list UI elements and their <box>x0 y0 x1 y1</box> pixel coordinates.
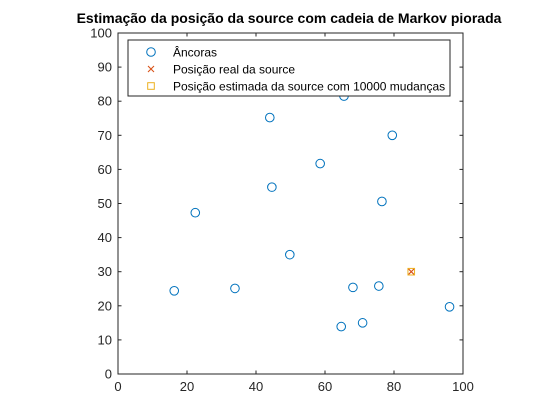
series-0-point <box>348 282 358 293</box>
series-0-point <box>444 302 455 312</box>
series-0-point <box>285 249 295 260</box>
y-tick-label: 50 <box>98 196 112 211</box>
legend-marker-1 <box>147 65 155 73</box>
chart-title: Estimação da posição da source com cadei… <box>77 10 502 26</box>
y-tick-label: 10 <box>98 332 112 347</box>
y-tick-label: 40 <box>98 230 112 245</box>
legend-label-1: Posição real da source <box>173 63 295 77</box>
series-0-point <box>357 318 368 328</box>
series-0-point <box>190 207 201 218</box>
x-tick-label: 40 <box>249 379 263 394</box>
axes-box <box>117 32 464 375</box>
series-0-point <box>377 196 387 207</box>
x-tick-label: 20 <box>180 379 194 394</box>
legend: Âncoras Posição real da source Posição est… <box>127 39 451 97</box>
legend-marker-2 <box>147 82 155 90</box>
y-tick-label: 90 <box>98 60 112 75</box>
y-tick-label: 100 <box>90 26 112 41</box>
y-tick-label: 70 <box>98 128 112 143</box>
series-1-point <box>407 268 415 276</box>
legend-label-0: Âncoras <box>173 45 217 60</box>
y-tick-label: 80 <box>98 94 112 109</box>
series-0-point <box>374 281 384 291</box>
y-tick-label: 30 <box>98 264 112 279</box>
axis-ticks: 0 20 40 60 80 100 0 10 20 30 40 50 60 70 80 90 100 <box>90 26 474 395</box>
y-tick-label: 0 <box>105 367 112 382</box>
series-0-point <box>267 182 277 192</box>
legend-label-2: Posição estimada da source com 10000 mud… <box>173 80 445 94</box>
series-0-point <box>315 158 325 169</box>
series-0-point <box>230 283 240 294</box>
series-0-point <box>387 130 398 141</box>
x-tick-label: 60 <box>318 379 332 394</box>
legend-marker-0 <box>146 47 156 57</box>
x-tick-label: 100 <box>452 379 474 394</box>
x-tick-label: 0 <box>114 379 121 394</box>
series-0-point <box>336 321 347 332</box>
x-tick-label: 80 <box>387 379 401 394</box>
series-0-point <box>169 285 180 296</box>
y-tick-label: 60 <box>98 162 112 177</box>
series-0-point <box>265 112 275 123</box>
y-tick-label: 20 <box>98 298 112 313</box>
series-2-point <box>407 267 416 276</box>
legend-box <box>127 39 451 97</box>
